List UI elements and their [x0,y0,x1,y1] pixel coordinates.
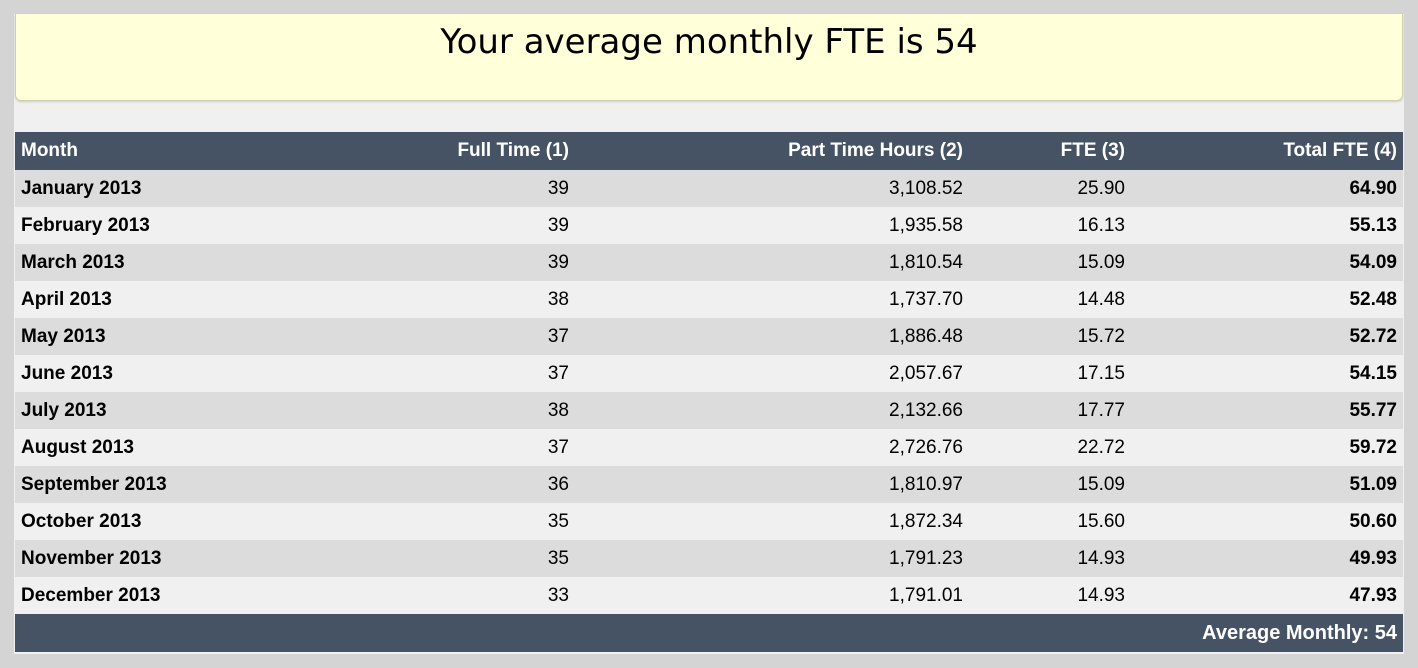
table-row: June 2013 37 2,057.67 17.15 54.15 [15,355,1403,392]
cell-fte: 15.72 [1077,325,1125,347]
cell-total-fte: 55.13 [1349,214,1397,236]
table-row: August 2013 37 2,726.76 22.72 59.72 [15,429,1403,466]
cell-month: April 2013 [21,288,112,310]
cell-month: January 2013 [21,177,142,199]
cell-part-time-hours: 2,132.66 [889,399,963,421]
column-header-month: Month [21,140,78,161]
cell-total-fte: 47.93 [1349,584,1397,606]
cell-part-time-hours: 2,726.76 [889,436,963,458]
cell-fte: 16.13 [1077,214,1125,236]
cell-month: November 2013 [21,547,162,569]
cell-full-time: 37 [547,325,569,347]
cell-full-time: 37 [547,362,569,384]
table-row: July 2013 38 2,132.66 17.77 55.77 [15,392,1403,429]
table-row: April 2013 38 1,737.70 14.48 52.48 [15,281,1403,318]
cell-full-time: 39 [547,214,569,236]
cell-month: October 2013 [21,510,142,532]
cell-fte: 17.15 [1077,362,1125,384]
cell-month: February 2013 [21,214,150,236]
cell-full-time: 39 [547,177,569,199]
table-row: January 2013 39 3,108.52 25.90 64.90 [15,170,1403,207]
cell-total-fte: 52.72 [1349,325,1397,347]
cell-fte: 25.90 [1077,177,1125,199]
cell-full-time: 36 [547,473,569,495]
cell-full-time: 37 [547,436,569,458]
fte-table: Month Full Time (1) Part Time Hours (2) … [15,132,1403,652]
table-row: September 2013 36 1,810.97 15.09 51.09 [15,466,1403,503]
column-header-total-fte: Total FTE (4) [1283,140,1397,161]
cell-fte: 17.77 [1077,399,1125,421]
column-header-part-time-hours: Part Time Hours (2) [788,140,963,161]
column-header-full-time: Full Time (1) [457,140,569,161]
cell-part-time-hours: 3,108.52 [889,177,963,199]
cell-fte: 14.93 [1077,584,1125,606]
table-row: November 2013 35 1,791.23 14.93 49.93 [15,540,1403,577]
cell-total-fte: 51.09 [1349,473,1397,495]
cell-month: March 2013 [21,251,125,273]
cell-part-time-hours: 1,886.48 [889,325,963,347]
cell-part-time-hours: 1,810.97 [889,473,963,495]
column-header-fte: FTE (3) [1060,140,1125,161]
cell-month: July 2013 [21,399,107,421]
fte-report-panel: Your average monthly FTE is 54 Month Ful… [14,14,1404,654]
cell-total-fte: 49.93 [1349,547,1397,569]
cell-full-time: 38 [547,399,569,421]
cell-month: May 2013 [21,325,106,347]
table-row: May 2013 37 1,886.48 15.72 52.72 [15,318,1403,355]
cell-full-time: 33 [547,584,569,606]
cell-fte: 15.09 [1077,251,1125,273]
cell-fte: 22.72 [1077,436,1125,458]
table-row: December 2013 33 1,791.01 14.93 47.93 [15,577,1403,614]
cell-full-time: 35 [547,547,569,569]
table-header-row: Month Full Time (1) Part Time Hours (2) … [15,132,1403,170]
cell-month: December 2013 [21,584,161,606]
cell-part-time-hours: 1,791.23 [889,547,963,569]
cell-month: September 2013 [21,473,167,495]
cell-fte: 15.60 [1077,510,1125,532]
cell-total-fte: 54.15 [1349,362,1397,384]
table-row: March 2013 39 1,810.54 15.09 54.09 [15,244,1403,281]
cell-part-time-hours: 2,057.67 [889,362,963,384]
average-monthly-label: Average Monthly: 54 [1202,621,1397,644]
cell-full-time: 35 [547,510,569,532]
cell-full-time: 39 [547,251,569,273]
cell-total-fte: 64.90 [1349,177,1397,199]
cell-part-time-hours: 1,872.34 [889,510,963,532]
cell-part-time-hours: 1,791.01 [889,584,963,606]
cell-total-fte: 52.48 [1349,288,1397,310]
cell-fte: 14.93 [1077,547,1125,569]
cell-month: June 2013 [21,362,113,384]
cell-part-time-hours: 1,810.54 [889,251,963,273]
cell-total-fte: 59.72 [1349,436,1397,458]
average-fte-banner: Your average monthly FTE is 54 [15,14,1403,101]
cell-fte: 15.09 [1077,473,1125,495]
cell-total-fte: 50.60 [1349,510,1397,532]
table-row: February 2013 39 1,935.58 16.13 55.13 [15,207,1403,244]
cell-full-time: 38 [547,288,569,310]
cell-fte: 14.48 [1077,288,1125,310]
cell-part-time-hours: 1,935.58 [889,214,963,236]
table-body: January 2013 39 3,108.52 25.90 64.90 February… [15,170,1403,614]
table-footer-row: Average Monthly: 54 [15,614,1403,652]
cell-month: August 2013 [21,436,134,458]
table-row: October 2013 35 1,872.34 15.60 50.60 [15,503,1403,540]
banner-title: Your average monthly FTE is 54 [440,22,978,62]
cell-part-time-hours: 1,737.70 [889,288,963,310]
cell-total-fte: 55.77 [1349,399,1397,421]
cell-total-fte: 54.09 [1349,251,1397,273]
